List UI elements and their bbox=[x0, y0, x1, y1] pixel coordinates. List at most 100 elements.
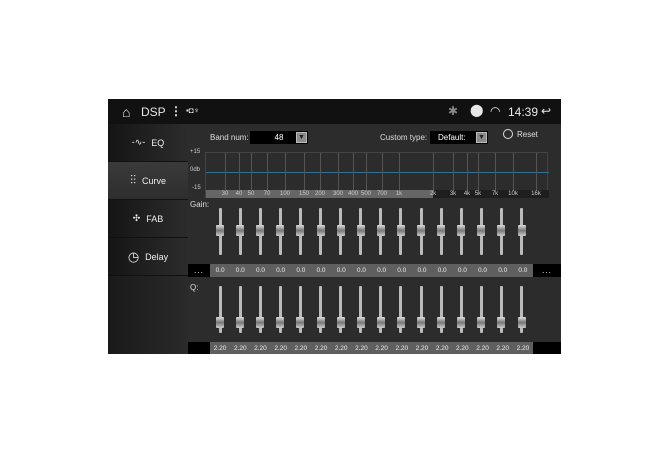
slider-knob[interactable] bbox=[437, 317, 446, 328]
q-slider[interactable] bbox=[216, 286, 224, 333]
home-icon[interactable]: ⌂ bbox=[122, 104, 131, 120]
q-slider[interactable] bbox=[356, 286, 365, 333]
band-num-dropdown[interactable]: 48 bbox=[250, 131, 308, 144]
slider-knob[interactable] bbox=[256, 225, 265, 236]
slider-knob[interactable] bbox=[437, 225, 446, 236]
slider-knob[interactable] bbox=[296, 317, 305, 328]
freq-label: 4k bbox=[463, 191, 471, 197]
sidebar-item-eq[interactable]: -∿- EQ bbox=[108, 124, 188, 162]
slider-knob[interactable] bbox=[236, 225, 245, 236]
slider-knob[interactable] bbox=[517, 317, 526, 328]
slider-knob[interactable] bbox=[417, 317, 425, 328]
q-slider[interactable] bbox=[376, 286, 385, 333]
gain-slider[interactable] bbox=[437, 208, 446, 255]
slider-knob[interactable] bbox=[216, 225, 224, 236]
slider-knob[interactable] bbox=[497, 225, 506, 236]
gain-slider[interactable] bbox=[336, 208, 345, 255]
q-slider[interactable] bbox=[296, 286, 305, 333]
gain-slider[interactable] bbox=[477, 208, 486, 255]
slider-knob[interactable] bbox=[256, 317, 265, 328]
custom-type-dropdown[interactable]: Default: bbox=[430, 131, 488, 144]
gain-slider[interactable] bbox=[236, 208, 245, 255]
slider-knob[interactable] bbox=[316, 317, 325, 328]
band-value: 0.0 bbox=[377, 267, 387, 274]
q-slider[interactable] bbox=[437, 286, 446, 333]
freq-gridline bbox=[382, 153, 383, 191]
q-slider[interactable] bbox=[256, 286, 265, 333]
q-slider[interactable] bbox=[336, 286, 345, 333]
slider-knob[interactable] bbox=[336, 225, 345, 236]
gain-slider[interactable] bbox=[517, 208, 526, 255]
q-slider[interactable] bbox=[517, 286, 526, 333]
gain-slider[interactable] bbox=[497, 208, 506, 255]
back-icon[interactable]: ↩ bbox=[541, 104, 552, 118]
q-slider[interactable] bbox=[477, 286, 486, 333]
gain-slider[interactable] bbox=[276, 208, 285, 255]
gain-slider[interactable] bbox=[457, 208, 466, 255]
band-num-label: Band num: bbox=[210, 133, 249, 142]
q-slider[interactable] bbox=[497, 286, 506, 333]
slider-knob[interactable] bbox=[356, 225, 365, 236]
slider-track bbox=[218, 286, 222, 333]
q-slider[interactable] bbox=[396, 286, 405, 333]
y-label-mid: 0db bbox=[190, 167, 201, 173]
band-value: 0.0 bbox=[235, 267, 245, 274]
slider-knob[interactable] bbox=[477, 225, 486, 236]
slider-knob[interactable] bbox=[356, 317, 365, 328]
slider-knob[interactable] bbox=[396, 225, 405, 236]
slider-knob[interactable] bbox=[517, 225, 526, 236]
next-bands-button[interactable]: ... bbox=[533, 264, 561, 277]
freq-label: 16k bbox=[531, 191, 541, 197]
freq-gridline bbox=[251, 153, 252, 191]
reset-label[interactable]: Reset bbox=[517, 130, 538, 139]
slider-knob[interactable] bbox=[417, 225, 425, 236]
chevron-down-icon[interactable]: ▼ bbox=[476, 132, 487, 143]
slider-knob[interactable] bbox=[216, 317, 224, 328]
slider-track bbox=[298, 286, 302, 333]
slider-knob[interactable] bbox=[497, 317, 506, 328]
slider-knob[interactable] bbox=[276, 317, 285, 328]
sidebar: -∿- EQ ⫶⫶ Curve ✣ FAB ◷ Delay bbox=[108, 124, 188, 354]
gain-slider[interactable] bbox=[316, 208, 325, 255]
band-value: 2.20 bbox=[233, 344, 247, 352]
reset-radio[interactable] bbox=[503, 129, 513, 139]
gain-slider[interactable] bbox=[376, 208, 385, 255]
slider-knob[interactable] bbox=[457, 225, 466, 236]
slider-knob[interactable] bbox=[336, 317, 345, 328]
band-value: 2.20 bbox=[395, 344, 409, 352]
slider-knob[interactable] bbox=[477, 317, 486, 328]
slider-track bbox=[439, 286, 443, 333]
prev-bands-button[interactable]: ... bbox=[188, 264, 210, 277]
q-slider[interactable] bbox=[236, 286, 245, 333]
slider-knob[interactable] bbox=[276, 225, 285, 236]
slider-knob[interactable] bbox=[296, 225, 305, 236]
gain-slider[interactable] bbox=[356, 208, 365, 255]
sidebar-item-delay[interactable]: ◷ Delay bbox=[108, 238, 188, 276]
slider-knob[interactable] bbox=[236, 317, 245, 328]
gain-slider[interactable] bbox=[216, 208, 224, 255]
q-slider[interactable] bbox=[316, 286, 325, 333]
freq-label: 40 bbox=[235, 191, 243, 197]
more-vert-icon[interactable]: ⋮ bbox=[170, 104, 182, 118]
eq-curve-chart[interactable]: 30 40 50 70 100 150 200 300 400 500 700 1k 2k 3k 4k 5k 7… bbox=[205, 152, 549, 198]
gain-slider[interactable] bbox=[256, 208, 265, 255]
q-slider[interactable] bbox=[276, 286, 285, 333]
freq-label: 400 bbox=[347, 191, 359, 197]
slider-track bbox=[399, 286, 403, 333]
sidebar-item-fab[interactable]: ✣ FAB bbox=[108, 200, 188, 238]
slider-knob[interactable] bbox=[316, 225, 325, 236]
slider-knob[interactable] bbox=[396, 317, 405, 328]
chevron-down-icon[interactable]: ▼ bbox=[296, 132, 307, 143]
gain-slider[interactable] bbox=[396, 208, 405, 255]
band-value: 2.20 bbox=[355, 344, 368, 352]
gain-slider[interactable] bbox=[296, 208, 305, 255]
q-slider[interactable] bbox=[417, 286, 425, 333]
freq-gridline bbox=[513, 153, 514, 191]
slider-knob[interactable] bbox=[376, 317, 385, 328]
gain-slider[interactable] bbox=[417, 208, 425, 255]
slider-knob[interactable] bbox=[457, 317, 466, 328]
slider-track bbox=[359, 286, 363, 333]
slider-knob[interactable] bbox=[376, 225, 385, 236]
sidebar-item-curve[interactable]: ⫶⫶ Curve bbox=[108, 162, 188, 200]
q-slider[interactable] bbox=[457, 286, 466, 333]
